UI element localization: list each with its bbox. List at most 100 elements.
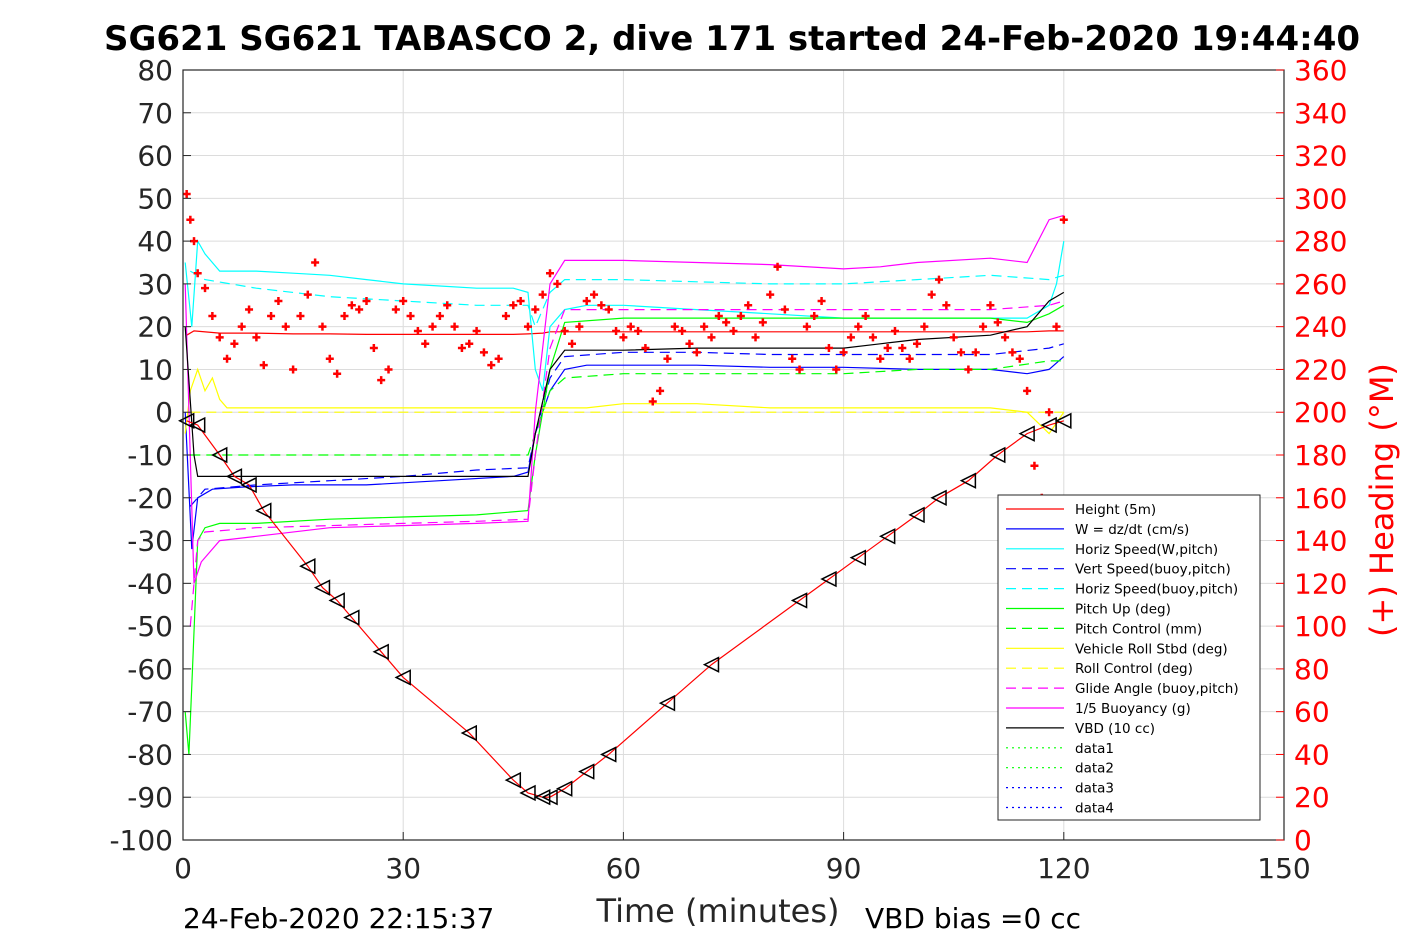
heading-point: [700, 322, 709, 331]
heading-point: [190, 237, 199, 246]
heading-point: [296, 311, 305, 320]
right-tick-label: 180: [1294, 439, 1347, 472]
depth-marker: [820, 570, 837, 588]
right-tick-label: 320: [1294, 140, 1347, 173]
heading-point: [421, 339, 430, 348]
heading-point: [612, 326, 621, 335]
x-tick-label: 120: [1037, 852, 1090, 885]
depth-marker: [658, 694, 676, 712]
series-line: [189, 270, 1064, 329]
heading-point: [795, 365, 804, 374]
heading-point: [824, 344, 833, 353]
depth-marker: [702, 656, 720, 673]
heading-point: [964, 365, 973, 374]
heading-point: [597, 301, 606, 310]
heading-point: [391, 305, 400, 314]
heading-point: [707, 333, 716, 342]
depth-marker: [343, 609, 360, 626]
heading-point: [678, 326, 687, 335]
heading-point: [531, 305, 540, 314]
heading-point: [311, 258, 320, 267]
legend-label: W = dz/dt (cm/s): [1075, 522, 1189, 538]
heading-point: [986, 301, 995, 310]
y-tick-label: -90: [127, 781, 173, 814]
heading-point: [788, 354, 797, 363]
heading-point: [333, 369, 342, 378]
y-tick-label: 30: [137, 268, 173, 301]
heading-point: [648, 397, 657, 406]
heading-point: [347, 301, 356, 310]
heading-point: [465, 339, 474, 348]
heading-point: [890, 326, 899, 335]
right-tick-label: 260: [1294, 268, 1347, 301]
heading-point: [1059, 215, 1068, 224]
heading-point: [472, 326, 481, 335]
heading-point: [722, 318, 731, 327]
heading-point: [325, 354, 334, 363]
y-tick-label: -40: [127, 567, 173, 600]
legend-label: 1/5 Buoyancy (g): [1075, 701, 1191, 717]
x-tick-label: 30: [385, 852, 421, 885]
depth-marker: [556, 780, 573, 797]
legend-label: Glide Angle (buoy,pitch): [1075, 681, 1239, 697]
depth-marker: [541, 789, 558, 806]
heading-point: [810, 311, 819, 320]
heading-point: [443, 301, 452, 310]
y-tick-label: -10: [127, 439, 173, 472]
heading-point: [957, 348, 966, 357]
heading-point: [399, 297, 408, 305]
right-tick-label: 160: [1294, 482, 1347, 515]
y-axis-ticks: 80 70 60 50 40 30 20 10 0 -10 -20 -30 -40 -50 -60 -70 -8…: [109, 54, 191, 857]
heading-point: [714, 311, 723, 320]
depth-marker: [255, 502, 272, 519]
series-line: [184, 367, 1065, 435]
heading-point: [318, 322, 327, 331]
y-tick-label: 60: [137, 140, 173, 173]
heading-point: [993, 318, 1002, 327]
series-line: [184, 291, 1065, 477]
heading-point: [949, 333, 958, 342]
heading-point: [846, 333, 855, 342]
heading-point: [641, 344, 650, 353]
heading-point: [685, 339, 694, 348]
legend-label: Pitch Up (deg): [1075, 602, 1171, 618]
y-tick-label: 70: [137, 97, 173, 130]
footer-vbd-bias: VBD bias =0 cc: [865, 902, 1081, 935]
series-line: [189, 343, 1064, 507]
heading-point: [237, 322, 246, 331]
right-tick-label: 80: [1294, 653, 1330, 686]
depth-marker: [504, 771, 522, 789]
depth-marker: [225, 468, 243, 485]
right-tick-label: 140: [1294, 525, 1347, 558]
depth-marker: [519, 784, 536, 802]
heading-point: [898, 344, 907, 353]
heading-point: [428, 322, 437, 331]
depth-marker: [578, 763, 595, 780]
heading-point: [267, 311, 276, 320]
heading-point: [1008, 348, 1017, 357]
heading-point: [560, 326, 569, 335]
right-tick-label: 340: [1294, 97, 1347, 130]
heading-point: [208, 311, 217, 320]
legend-label: Roll Control (deg): [1075, 661, 1193, 677]
right-axis-label: (+) Heading (°M): [1363, 363, 1401, 637]
heading-point: [1001, 333, 1010, 342]
x-tick-label: 0: [174, 852, 192, 885]
right-tick-label: 360: [1294, 54, 1347, 87]
y-tick-label: -70: [127, 696, 173, 729]
y-tick-label: 0: [155, 396, 173, 429]
y-tick-label: -100: [109, 824, 173, 857]
heading-point: [450, 322, 459, 331]
heading-point: [303, 290, 312, 299]
heading-point: [362, 297, 371, 305]
heading-point: [1052, 322, 1061, 331]
depth-marker: [211, 446, 228, 464]
depth-marker: [790, 592, 808, 609]
heading-point: [905, 354, 914, 363]
heading-point: [369, 344, 378, 353]
legend-label: Vehicle Roll Stbd (deg): [1075, 641, 1228, 657]
heading-point: [289, 365, 298, 374]
depth-marker: [394, 669, 411, 686]
heading-point: [604, 305, 613, 314]
heading-point: [340, 311, 349, 320]
